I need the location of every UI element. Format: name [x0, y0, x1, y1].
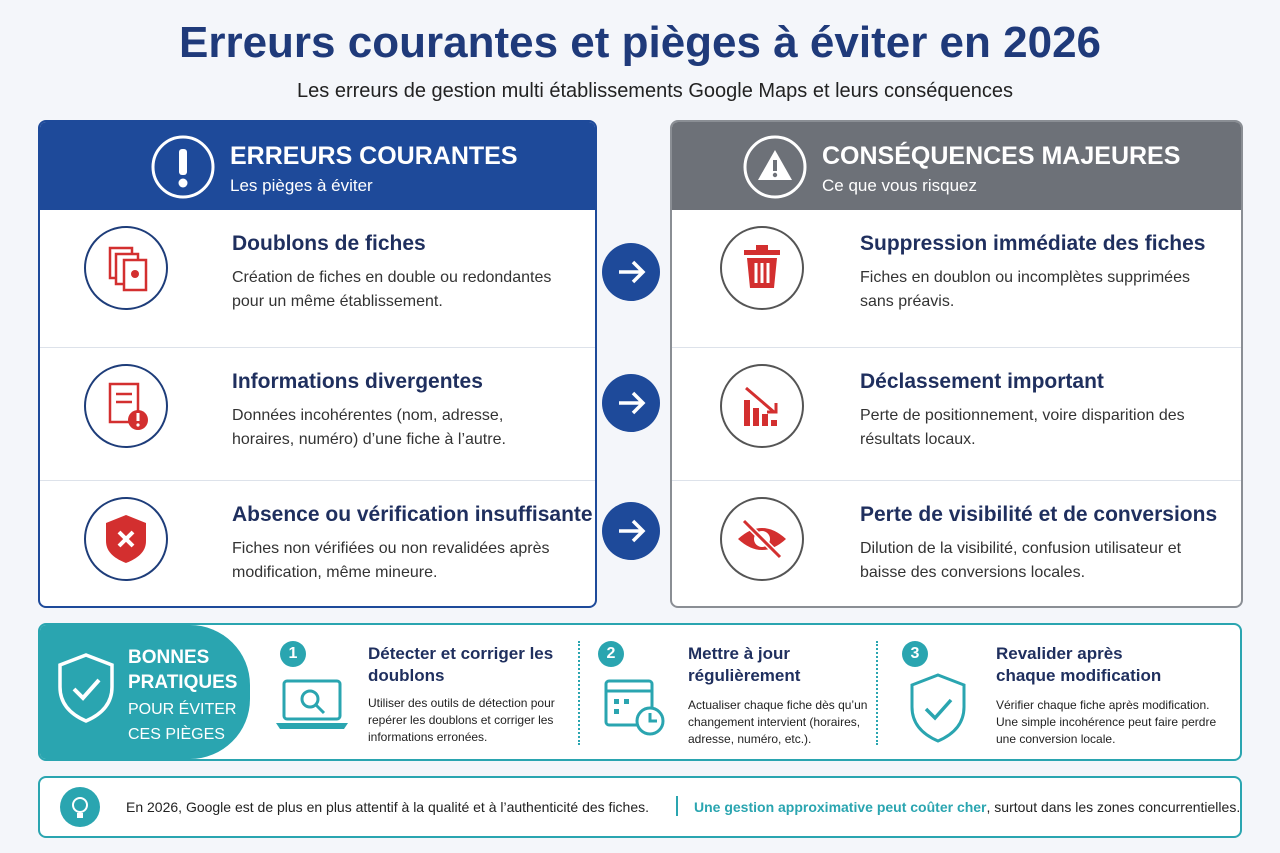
error-row: Absence ou vérification insuffisante Fic…	[40, 480, 595, 606]
footer-text-end: , surtout dans les zones concurrentielle…	[986, 799, 1241, 815]
icon	[151, 135, 215, 199]
arrow	[602, 374, 660, 432]
footer-text: En 2026, Google est de plus en plus atte…	[126, 799, 650, 815]
step-title: Détecter et corriger les doublons	[368, 644, 554, 685]
panel-title: ERREURS COURANTES	[230, 142, 518, 170]
bp-title: BONNES PRATIQUES	[128, 647, 238, 693]
divider	[876, 641, 878, 745]
row-text: Fiches non vérifiées ou non revalidées a…	[232, 540, 550, 581]
row-text: Dilution de la visibilité, confusion uti…	[860, 540, 1182, 581]
footer-message: Une gestion approximative peut coûter ch…	[694, 799, 1240, 815]
icon	[60, 787, 100, 827]
icon	[743, 135, 807, 199]
row-text: Données incohérentes (nom, adresse, hora…	[232, 407, 506, 448]
icon	[276, 679, 348, 729]
step-number: 3	[902, 641, 928, 667]
bp-subtitle: POUR ÉVITER CES PIÈGES	[128, 701, 237, 743]
consequence-row: Perte de visibilité et de conversions Di…	[672, 480, 1241, 606]
step-text: Actualiser chaque fiche dès qu’un change…	[688, 698, 868, 746]
step: 3 Revalider après chaque modification Vé…	[902, 641, 1222, 751]
arrow	[602, 243, 660, 301]
icon	[84, 226, 168, 310]
bp-badge: BONNES PRATIQUES POUR ÉVITER CES PIÈGES	[40, 625, 250, 759]
row-title: Doublons de fiches	[232, 232, 426, 255]
panel-subtitle: Ce que vous risquez	[822, 176, 977, 195]
row-text: Fiches en doublon ou incomplètes supprim…	[860, 269, 1190, 310]
step: 1 Détecter et corriger les doublons Util…	[276, 641, 580, 751]
step: 2 Mettre à jour régulièrement Actualiser…	[598, 641, 898, 751]
panel-header: ERREURS COURANTES Les pièges à éviter	[40, 122, 595, 210]
footer: En 2026, Google est de plus en plus atte…	[38, 776, 1242, 838]
icon	[720, 364, 804, 448]
step-text: Utiliser des outils de détection pour re…	[368, 696, 555, 744]
row-title: Informations divergentes	[232, 370, 483, 393]
panel-header: CONSÉQUENCES MAJEURES Ce que vous risque…	[672, 122, 1241, 210]
best-practices: BONNES PRATIQUES POUR ÉVITER CES PIÈGES …	[38, 623, 1242, 761]
step-title: Revalider après chaque modification	[996, 644, 1162, 685]
errors-panel: ERREURS COURANTES Les pièges à éviter Do…	[38, 120, 597, 608]
step-number: 1	[280, 641, 306, 667]
row-title: Suppression immédiate des fiches	[860, 232, 1206, 255]
error-row: Doublons de fiches Création de fiches en…	[40, 210, 595, 343]
title: Erreurs courantes et pièges à éviter en …	[178, 18, 1102, 67]
icon	[604, 679, 665, 736]
icon	[84, 497, 168, 581]
panel-subtitle: Les pièges à éviter	[230, 176, 373, 195]
icon	[720, 497, 804, 581]
step-number: 2	[598, 641, 624, 667]
subtitle: Les erreurs de gestion multi établisseme…	[297, 80, 1013, 102]
consequence-row: Suppression immédiate des fiches Fiches …	[672, 210, 1241, 343]
icon	[910, 673, 966, 743]
error-row: Informations divergentes Données incohér…	[40, 347, 595, 481]
arrow	[602, 502, 660, 560]
divider	[578, 641, 580, 745]
row-title: Déclassement important	[860, 370, 1104, 393]
icon	[84, 364, 168, 448]
icon	[720, 226, 804, 310]
consequences-panel: CONSÉQUENCES MAJEURES Ce que vous risque…	[670, 120, 1243, 608]
footer-highlight: Une gestion approximative peut coûter ch…	[694, 799, 987, 815]
row-title: Perte de visibilité et de conversions	[860, 503, 1218, 526]
icon	[58, 653, 114, 723]
step-text: Vérifier chaque fiche après modification…	[996, 698, 1217, 746]
panel-title: CONSÉQUENCES MAJEURES	[822, 142, 1181, 170]
row-text: Création de fiches en double ou redondan…	[232, 269, 552, 310]
consequence-row: Déclassement important Perte de position…	[672, 347, 1241, 481]
step-title: Mettre à jour régulièrement	[688, 644, 801, 685]
row-title: Absence ou vérification insuffisante	[232, 503, 593, 526]
row-text: Perte de positionnement, voire dispariti…	[860, 407, 1185, 448]
divider	[676, 796, 678, 816]
